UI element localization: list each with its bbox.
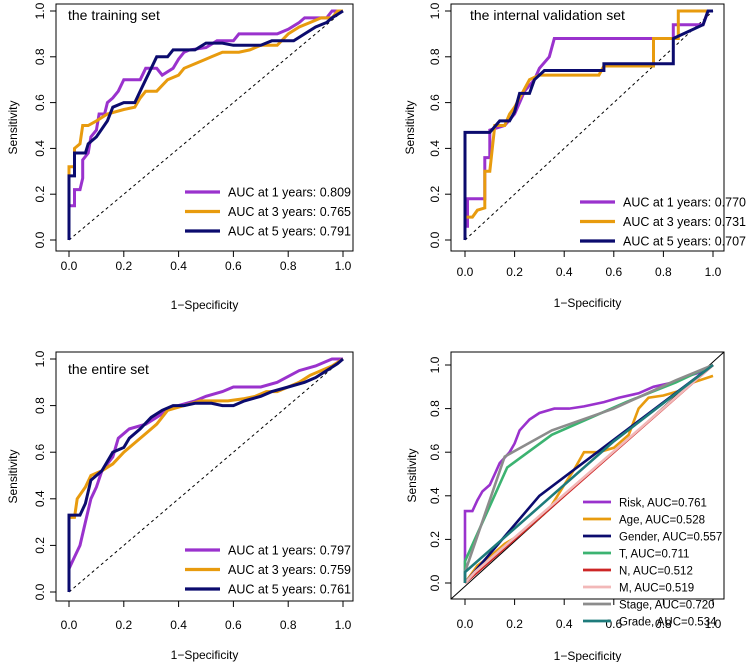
x-tick-label: 0.8: [280, 618, 297, 632]
x-tick-label: 0.6: [225, 259, 242, 273]
x-tick-label: 0.8: [280, 259, 297, 273]
y-axis-title: Sensitivity: [403, 100, 417, 154]
roc-panel-2: 0.0 0.2 0.4 0.6 0.8 1.0 0.0 0.2 0.4 0.6 0.8 1.0 1−Sp…: [403, 2, 746, 310]
y-tick-label: 1.0: [428, 2, 442, 19]
x-tick-label: 0.0: [61, 618, 78, 632]
roc-curve-2: [463, 374, 714, 584]
legend-label: Risk, AUC=0.761: [619, 498, 707, 510]
y-tick-label: 1.0: [33, 2, 47, 19]
y-axis-title: Sensitivity: [6, 449, 20, 503]
roc-curve-1: [67, 357, 343, 592]
y-tick-label: 0.0: [33, 231, 47, 248]
x-tick-label: 0.2: [506, 265, 523, 279]
legend-label: AUC at 5 years: 0.707: [623, 235, 746, 249]
plot-frame: [450, 3, 725, 252]
legend-label: Stage, AUC=0.720: [619, 600, 715, 612]
roc-curve-4: [463, 363, 714, 583]
y-tick-label: 0.8: [428, 400, 442, 417]
x-axis-title: 1−Specificity: [171, 298, 239, 312]
y-tick-label: 0.0: [428, 574, 442, 591]
y-tick-label: 0.8: [33, 48, 47, 65]
legend-label: AUC at 5 years: 0.761: [228, 583, 351, 597]
legend-label: AUC at 1 years: 0.797: [228, 544, 351, 558]
x-tick-label: 0.6: [225, 618, 242, 632]
roc-panel-3: 0.0 0.2 0.4 0.6 0.8 1.0 0.0 0.2 0.4 0.6 0.8 1.0 1−Sp…: [6, 350, 354, 662]
y-tick-label: 0.2: [428, 186, 442, 203]
roc-curve-1: [463, 9, 713, 240]
roc-curve-8: [463, 363, 714, 583]
legend-label: Age, AUC=0.528: [619, 515, 705, 527]
y-tick-label: 0.2: [33, 537, 47, 554]
roc-curve-6: [464, 364, 714, 584]
x-tick-label: 0.4: [556, 265, 573, 279]
roc-curve-2: [67, 9, 343, 240]
x-tick-label: 0.0: [61, 259, 78, 273]
x-tick-label: 1.0: [335, 259, 352, 273]
legend-label: AUC at 1 years: 0.809: [228, 186, 351, 200]
x-tick-label: 0.2: [506, 617, 523, 631]
legend-label: AUC at 5 years: 0.791: [228, 225, 351, 239]
y-tick-label: 0.4: [428, 140, 442, 157]
legend-label: AUC at 1 years: 0.770: [623, 196, 746, 210]
legend-label: T, AUC=0.711: [619, 549, 689, 561]
x-axis-title: 1−Specificity: [554, 649, 622, 662]
y-tick-label: 0.2: [428, 531, 442, 548]
y-tick-label: 0.2: [33, 186, 47, 203]
y-tick-label: 0.0: [33, 583, 47, 600]
x-tick-label: 0.4: [170, 618, 187, 632]
y-tick-label: 0.8: [33, 397, 47, 414]
x-tick-label: 0.0: [457, 617, 474, 631]
y-axis-title: Sensitivity: [405, 448, 419, 502]
x-tick-label: 0.4: [556, 617, 573, 631]
x-tick-label: 0.8: [655, 265, 672, 279]
y-tick-label: 1.0: [33, 350, 47, 367]
x-tick-label: 1.0: [705, 265, 722, 279]
x-tick-label: 0.2: [115, 259, 132, 273]
legend-label: M, AUC=0.519: [619, 583, 694, 595]
roc-curve-3: [67, 357, 344, 592]
x-tick-label: 0.6: [605, 265, 622, 279]
plot-frame: [55, 3, 354, 252]
legend-label: AUC at 3 years: 0.765: [228, 205, 351, 219]
roc-curve-1: [67, 9, 343, 240]
roc-curve-1: [463, 363, 714, 583]
y-tick-label: 0.6: [33, 444, 47, 461]
y-tick-label: 0.0: [428, 231, 442, 248]
y-tick-label: 0.6: [428, 94, 442, 111]
legend-label: N, AUC=0.512: [619, 566, 693, 578]
y-tick-label: 1.0: [428, 356, 442, 373]
x-axis-title: 1−Specificity: [171, 648, 239, 662]
panel-title: the training set: [68, 7, 160, 23]
x-tick-label: 1.0: [705, 617, 722, 631]
roc-curve-3: [67, 9, 344, 240]
legend-label: AUC at 3 years: 0.759: [228, 563, 351, 577]
y-tick-label: 0.4: [33, 490, 47, 507]
legend-label: Grade, AUC=0.534: [619, 617, 717, 629]
legend-label: AUC at 3 years: 0.731: [623, 215, 746, 229]
legend-label: Gender, AUC=0.557: [619, 532, 722, 544]
y-tick-label: 0.8: [428, 48, 442, 65]
panel-title: the entire set: [68, 361, 149, 377]
panel-title: the internal validation set: [470, 7, 625, 23]
y-tick-label: 0.4: [428, 487, 442, 504]
x-tick-label: 0.8: [655, 617, 672, 631]
y-tick-label: 0.4: [33, 140, 47, 157]
roc-panel-1: 0.0 0.2 0.4 0.6 0.8 1.0 0.0 0.2 0.4 0.6 0.8 1.0 1−Sp…: [6, 2, 354, 312]
roc-panel-4: 0.0 0.2 0.4 0.6 0.8 1.00.00.20.40.60.81.01−Sp…: [405, 351, 725, 662]
plot-frame: [55, 351, 354, 602]
x-axis-title: 1−Specificity: [554, 296, 622, 310]
y-axis-title: Sensitivity: [6, 100, 20, 154]
roc-curve-3: [463, 9, 713, 240]
x-tick-label: 1.0: [335, 618, 352, 632]
x-tick-label: 0.0: [457, 265, 474, 279]
y-tick-label: 0.6: [33, 94, 47, 111]
x-tick-label: 0.2: [115, 618, 132, 632]
plot-frame: [450, 351, 725, 600]
reference-diagonal: [464, 10, 714, 241]
y-tick-label: 0.6: [428, 444, 442, 461]
x-tick-label: 0.4: [170, 259, 187, 273]
